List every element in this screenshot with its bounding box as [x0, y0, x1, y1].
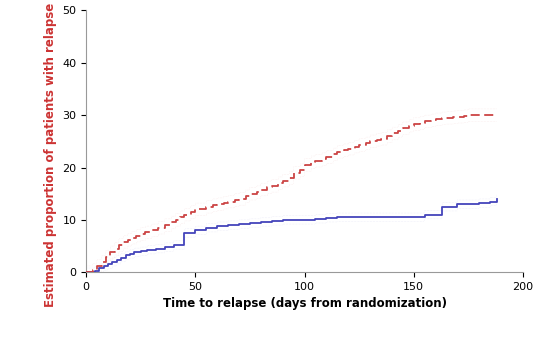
Y-axis label: Estimated proportion of patients with relapse (%): Estimated proportion of patients with re… — [44, 0, 57, 307]
X-axis label: Time to relapse (days from randomization): Time to relapse (days from randomization… — [163, 297, 446, 311]
